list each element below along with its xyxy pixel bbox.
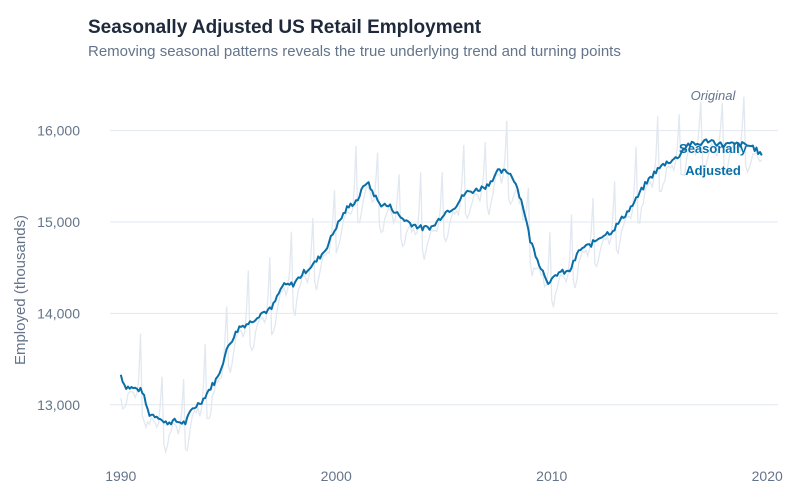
y-tick-label: 15,000 — [37, 214, 80, 230]
chart-title: Seasonally Adjusted US Retail Employment — [88, 17, 482, 38]
y-axis-label: Employed (thousands) — [12, 215, 29, 365]
x-tick-label: 2020 — [752, 468, 783, 484]
x-axis: 1990 2000 2010 2020 — [105, 468, 783, 484]
gridlines — [110, 130, 778, 406]
series-original-line — [120, 96, 763, 455]
x-tick-label: 1990 — [105, 468, 136, 484]
x-tick-label: 2000 — [321, 468, 352, 484]
label-adjusted-line2: Adjusted — [685, 163, 741, 178]
y-axis: 13,000 14,000 15,000 16,000 — [37, 123, 80, 413]
chart-subtitle: Removing seasonal patterns reveals the t… — [88, 43, 621, 60]
y-tick-label: 14,000 — [37, 305, 80, 321]
y-tick-label: 16,000 — [37, 123, 80, 139]
y-tick-label: 13,000 — [37, 397, 80, 413]
series-adjusted-line — [119, 138, 763, 426]
label-adjusted-line1: Seasonally — [679, 141, 748, 156]
label-original: Original — [691, 88, 737, 103]
x-tick-label: 2010 — [536, 468, 567, 484]
